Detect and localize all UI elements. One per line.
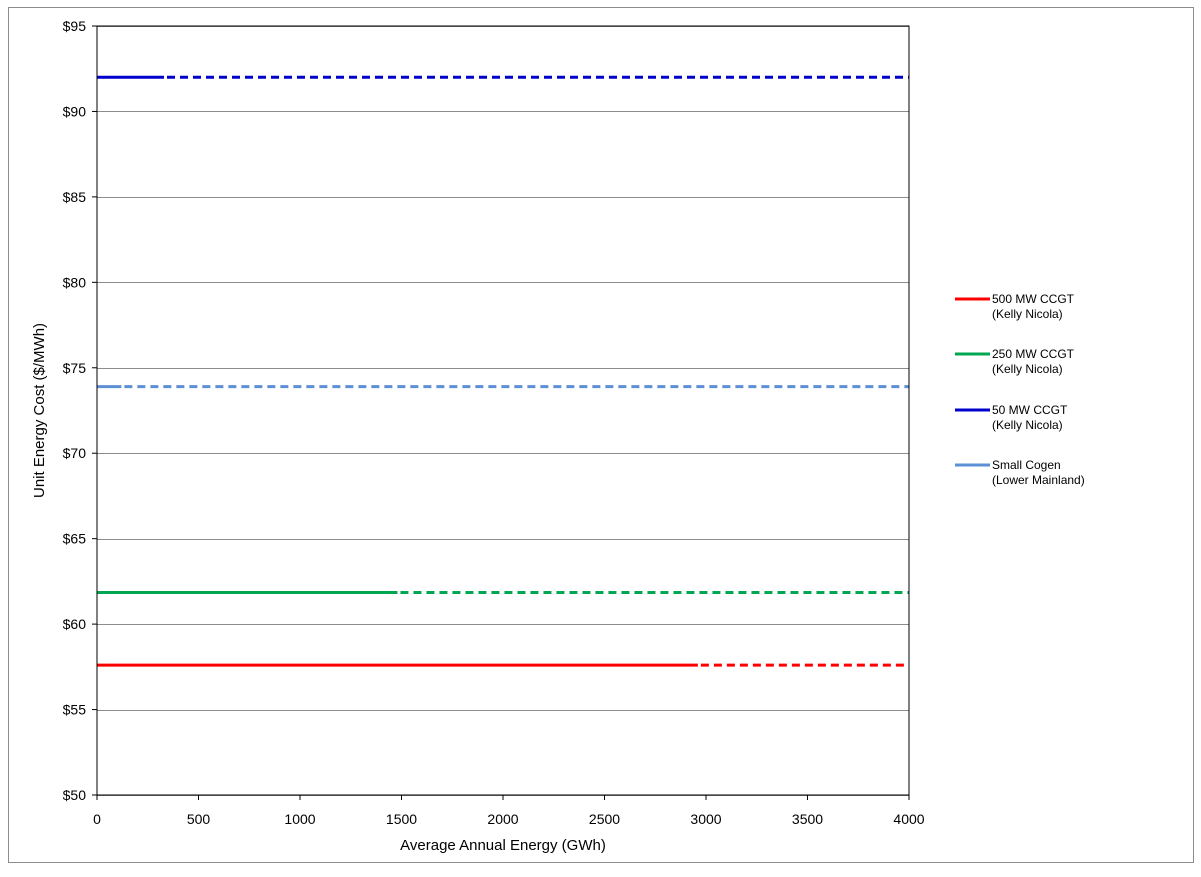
- x-axis-tick-labels: 0 500 1000 1500 2000 2500 3000 3500 4000: [93, 795, 925, 827]
- y-tick-label: $60: [63, 616, 87, 632]
- chart-outer-border: [8, 7, 1194, 863]
- y-tick-label: $90: [63, 103, 87, 119]
- y-tick-label: $55: [63, 702, 87, 718]
- legend-label-line2: (Kelly Nicola): [992, 307, 1063, 321]
- legend-label-line1: 250 MW CCGT: [992, 347, 1075, 361]
- x-tick-label: 3000: [690, 811, 721, 827]
- legend-label-line1: Small Cogen: [992, 458, 1061, 472]
- y-tick-label: $85: [63, 189, 87, 205]
- x-tick-label: 1000: [284, 811, 315, 827]
- y-axis-title: Unit Energy Cost ($/MWh): [31, 323, 48, 498]
- y-tick-label: $80: [63, 274, 87, 290]
- x-tick-label: 3500: [792, 811, 823, 827]
- x-tick-label: 2500: [589, 811, 620, 827]
- legend-label-line2: (Kelly Nicola): [992, 418, 1063, 432]
- x-tick-label: 2000: [487, 811, 518, 827]
- x-tick-label: 4000: [893, 811, 924, 827]
- y-tick-label: $95: [63, 18, 87, 34]
- y-axis-tick-labels: $50 $55 $60 $65 $70 $75 $80 $85 $90 $95: [63, 18, 97, 803]
- legend-label-line1: 500 MW CCGT: [992, 292, 1075, 306]
- y-tick-label: $65: [63, 531, 87, 547]
- x-axis-title: Average Annual Energy (GWh): [400, 837, 606, 854]
- x-tick-label: 1500: [386, 811, 417, 827]
- legend: 500 MW CCGT(Kelly Nicola)250 MW CCGT(Kel…: [955, 292, 1085, 487]
- series-lines: [97, 75, 909, 667]
- y-tick-label: $70: [63, 445, 87, 461]
- y-tick-label: $75: [63, 360, 87, 376]
- legend-label-line2: (Kelly Nicola): [992, 362, 1063, 376]
- legend-label-line2: (Lower Mainland): [992, 473, 1085, 487]
- x-tick-label: 0: [93, 811, 101, 827]
- legend-label-line1: 50 MW CCGT: [992, 403, 1068, 417]
- y-tick-label: $50: [63, 787, 87, 803]
- x-tick-label: 500: [187, 811, 211, 827]
